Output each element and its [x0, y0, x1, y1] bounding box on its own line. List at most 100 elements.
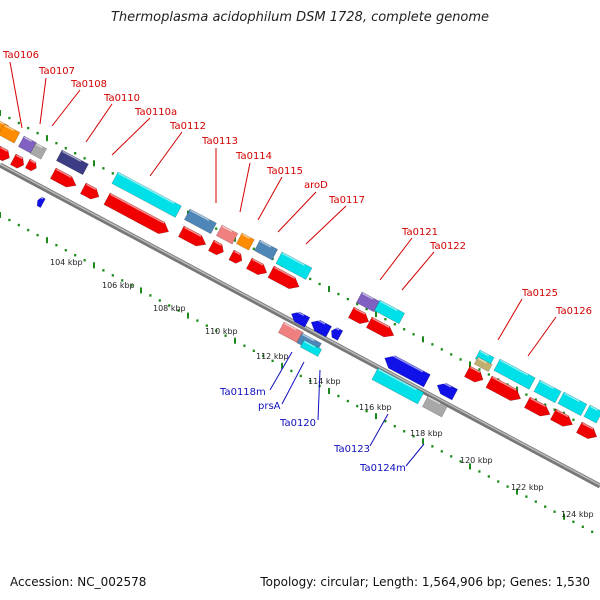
gene-highlight: [222, 225, 233, 233]
gene-feature: [253, 239, 279, 261]
label-leader-line: [277, 191, 317, 233]
forward-gene-label: Ta0107: [38, 66, 75, 77]
gene-feature: [533, 379, 562, 404]
gene-block: [557, 391, 588, 417]
gene-block: [36, 196, 46, 209]
gene-feature: [267, 265, 300, 290]
gene-feature: [549, 408, 573, 427]
gene-block: [253, 239, 279, 261]
gene-feature: [0, 145, 10, 162]
gene-feature: [371, 367, 425, 405]
gene-feature: [24, 158, 37, 172]
gene-block: [463, 365, 484, 383]
gene-highlight: [530, 397, 546, 408]
gene-feature: [111, 171, 182, 218]
gene-highlight: [354, 307, 366, 315]
forward-gene-label: Ta0125: [521, 288, 558, 299]
gene-feature: [215, 224, 239, 245]
gene-highlight: [184, 226, 202, 237]
gene-highlight: [590, 405, 598, 411]
gene-highlight: [362, 292, 374, 300]
gene-highlight: [492, 376, 517, 391]
gene-highlight: [582, 422, 594, 430]
gene-block: [575, 421, 598, 440]
gene-highlight: [304, 340, 316, 348]
gene-feature: [463, 365, 484, 383]
gene-block: [310, 319, 333, 338]
gene-feature: [384, 352, 431, 388]
scale-label: 116 kbp: [359, 403, 392, 412]
gene-feature: [347, 306, 370, 325]
gene-feature: [103, 192, 170, 235]
gene-feature: [557, 391, 588, 417]
gene-block: [384, 355, 431, 388]
label-leader-line: [497, 298, 523, 341]
gene-block: [79, 182, 100, 200]
gene-feature: [485, 375, 522, 401]
gene-highlight: [214, 240, 222, 246]
gene-feature: [575, 421, 598, 440]
label-leader-line: [281, 361, 305, 405]
gene-feature: [473, 356, 493, 373]
gene-block: [523, 396, 551, 417]
gene-block: [177, 225, 207, 247]
gene-block: [111, 171, 182, 218]
gene-feature: [523, 396, 551, 417]
gene-highlight: [284, 322, 297, 331]
gene-feature: [291, 309, 311, 328]
forward-gene-label: Ta0106: [2, 50, 39, 61]
gene-block: [299, 339, 323, 357]
gene-highlight: [234, 250, 241, 256]
forward-gene-label: Ta0114: [235, 151, 272, 162]
gene-highlight: [380, 300, 398, 311]
gene-feature: [55, 149, 89, 176]
gene-highlight: [478, 357, 488, 364]
label-leader-line: [379, 237, 413, 281]
scale-ticks: 104 kbp 106 kbp 108 kbp 110 kbp 112 kbp 114 k…: [0, 110, 594, 534]
forward-gene-label: Ta0110a: [134, 107, 177, 118]
gene-highlight: [16, 154, 23, 160]
gene-block: [245, 257, 268, 276]
gene-feature: [207, 239, 224, 256]
forward-gene-label: Ta0115: [266, 166, 303, 177]
label-leader-line: [401, 251, 435, 291]
gene-feature: [583, 404, 600, 424]
forward-gene-label: Ta0108: [70, 79, 107, 90]
forward-gene-label: aroD: [304, 180, 328, 191]
feature-labels: Ta0106 Ta0107 Ta0108 Ta0110 Ta0110a Ta0112 Ta0…: [2, 50, 592, 474]
forward-gene-label: Ta0121: [401, 227, 438, 238]
feature-blocks: [0, 119, 600, 440]
scale-label: 104 kbp: [50, 258, 83, 267]
gene-highlight: [36, 143, 43, 149]
gene-highlight: [62, 150, 82, 162]
gene-feature: [331, 326, 344, 341]
gene-highlight: [0, 146, 8, 152]
reverse-gene-label: Ta0118m: [219, 387, 266, 398]
scale-label: 124 kbp: [561, 510, 594, 519]
reverse-gene-label: Ta0123: [333, 444, 370, 455]
gene-highlight: [30, 159, 36, 164]
scale-label: 110 kbp: [205, 327, 238, 336]
gene-highlight: [86, 183, 97, 191]
gene-highlight: [440, 380, 452, 388]
gene-highlight: [260, 240, 272, 248]
gene-highlight: [282, 252, 305, 266]
gene-feature: [235, 232, 255, 251]
gene-block: [235, 232, 255, 251]
gene-block: [49, 167, 77, 188]
gene-highlight: [314, 317, 326, 325]
gene-highlight: [428, 396, 441, 405]
gene-block: [275, 251, 313, 280]
label-leader-line: [369, 413, 389, 447]
gene-highlight: [556, 409, 569, 418]
backbone-line: [0, 162, 600, 489]
forward-gene-label: Ta0126: [555, 306, 592, 317]
gene-highlight: [470, 366, 481, 374]
gene-block: [267, 265, 300, 290]
gene-feature: [245, 257, 268, 276]
gene-highlight: [0, 120, 5, 126]
gene-block: [436, 382, 459, 401]
scale-label: 112 kbp: [256, 352, 289, 361]
reverse-gene-label: Ta0124m: [359, 463, 406, 474]
gene-block: [373, 299, 406, 325]
